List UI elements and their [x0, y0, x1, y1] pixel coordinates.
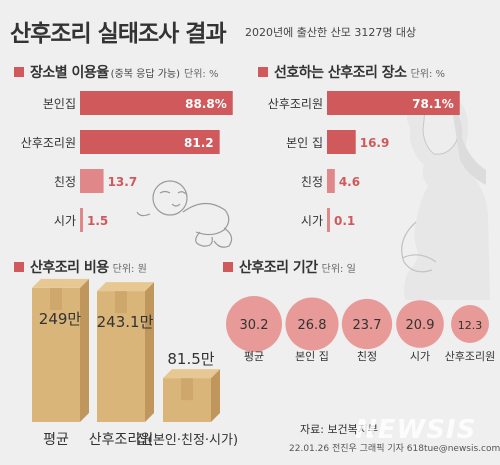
- period-category-label: 산후조리원: [445, 350, 496, 363]
- section-cost-title: 산후조리 비용: [30, 260, 109, 276]
- bar-value-label: 4.6: [339, 175, 360, 189]
- cost-box-front: [32, 287, 80, 422]
- section-preference-title: 선호하는 산후조리 장소: [274, 65, 407, 81]
- section-preference-unit: 단위: %: [410, 69, 446, 80]
- period-bubble: [226, 296, 282, 352]
- cost-category-label: 산후조리원: [89, 432, 153, 448]
- bar-mark: [327, 208, 330, 232]
- bar-value-label: 1.5: [87, 214, 108, 228]
- bar-category-label: 산후조리원: [268, 97, 323, 111]
- bar-value-label: 78.1%: [412, 97, 454, 111]
- page-title: 산후조리 실태조사 결과: [10, 21, 227, 47]
- bar-value-label: 16.9: [360, 136, 390, 150]
- bar-mark: [327, 91, 460, 115]
- section-usage-unit: 단위: %: [184, 69, 219, 80]
- section-period-title: 산후조리 기간: [239, 260, 318, 276]
- source-note: 자료: 보건복지부: [300, 423, 379, 436]
- section-period-unit: 단위: 일: [321, 264, 356, 275]
- section-marker: [14, 67, 24, 77]
- section-period-header: 산후조리 기간 단위: 일: [223, 257, 356, 277]
- period-bubble: [396, 300, 444, 348]
- cost-category-label: 평균: [43, 432, 69, 448]
- bar-mark: [80, 208, 83, 232]
- bar-value-label: 13.7: [108, 175, 138, 189]
- period-category-label: 본인 집: [295, 350, 329, 363]
- period-category-label: 평균: [244, 350, 264, 363]
- section-usage-note: (중복 응답 가능): [110, 69, 181, 80]
- period-value-label: 23.7: [353, 318, 382, 333]
- section-marker: [14, 262, 24, 272]
- watermark-logo: NEWSIS: [355, 415, 477, 445]
- bar-mark: [80, 91, 233, 115]
- cost-box-top: [163, 369, 220, 379]
- bar-category-label: 친정: [301, 175, 323, 189]
- cost-category-label: 집(본인·친정·시가): [136, 433, 238, 448]
- cost-box-top: [97, 282, 154, 292]
- cost-box-side: [145, 282, 154, 422]
- page-subtitle: 2020년에 출산한 산모 3127명 대상: [245, 26, 417, 39]
- preference-chart: 산후조리원 78.1% 본인 집 16.9 친정 4.6 시가 0.1: [268, 91, 460, 232]
- bar-mark: [327, 169, 335, 193]
- bar-category-label: 본인 집: [286, 136, 323, 150]
- period-category-label: 친정: [357, 350, 377, 363]
- bar-mark: [80, 169, 104, 193]
- cost-box-front: [97, 291, 145, 422]
- period-value-label: 20.9: [406, 318, 435, 333]
- cost-box-top: [32, 278, 89, 288]
- section-usage-title: 장소별 이용율: [30, 65, 109, 81]
- cost-box-side: [80, 278, 89, 422]
- section-cost-header: 산후조리 비용 단위: 원: [14, 257, 147, 277]
- cost-box-tape: [115, 291, 127, 314]
- period-value-label: 30.2: [240, 318, 269, 333]
- bar-value-label: 0.1: [334, 214, 355, 228]
- section-cost-unit: 단위: 원: [112, 264, 147, 275]
- bar-category-label: 시가: [301, 214, 323, 228]
- period-chart: 30.2 평균 26.8 본인 집 23.7 친정 20.9 시가 12.3 산후조리원: [226, 296, 495, 363]
- bar-mark: [80, 130, 220, 154]
- section-marker: [258, 67, 268, 77]
- credit-line: 22.01.26 전진우 그래픽 기자 618tue@newsis.com: [289, 444, 500, 454]
- section-usage-header: 장소별 이용율 (중복 응답 가능) 단위: %: [14, 62, 218, 82]
- mother-illustration: [401, 94, 490, 300]
- bar-category-label: 친정: [54, 175, 76, 189]
- section-preference-header: 선호하는 산후조리 장소 단위: %: [258, 62, 445, 82]
- period-value-label: 12.3: [458, 319, 483, 332]
- cost-value-label: 81.5만: [167, 350, 214, 368]
- period-bubble: [285, 297, 339, 351]
- bar-value-label: 88.8%: [185, 97, 227, 111]
- period-bubble: [451, 305, 489, 343]
- cost-value-label: 243.1만: [97, 313, 154, 331]
- cost-value-label: 249만: [39, 310, 82, 328]
- usage-chart: 본인집 88.8% 산후조리원 81.2 친정 13.7 시가 1.5: [21, 91, 233, 232]
- period-bubble: [341, 298, 393, 350]
- section-marker: [223, 262, 233, 272]
- period-category-label: 시가: [410, 350, 430, 363]
- cost-box-front: [163, 378, 211, 422]
- bar-value-label: 81.2: [184, 136, 214, 150]
- cost-box-tape: [181, 378, 193, 401]
- bar-category-label: 본인집: [43, 97, 76, 111]
- bar-category-label: 산후조리원: [21, 136, 76, 150]
- period-value-label: 26.8: [298, 318, 327, 333]
- bar-category-label: 시가: [54, 214, 76, 228]
- cost-box-side: [211, 369, 220, 422]
- cost-box-tape: [50, 287, 62, 310]
- baby-illustration: [136, 180, 233, 248]
- bar-mark: [327, 130, 356, 154]
